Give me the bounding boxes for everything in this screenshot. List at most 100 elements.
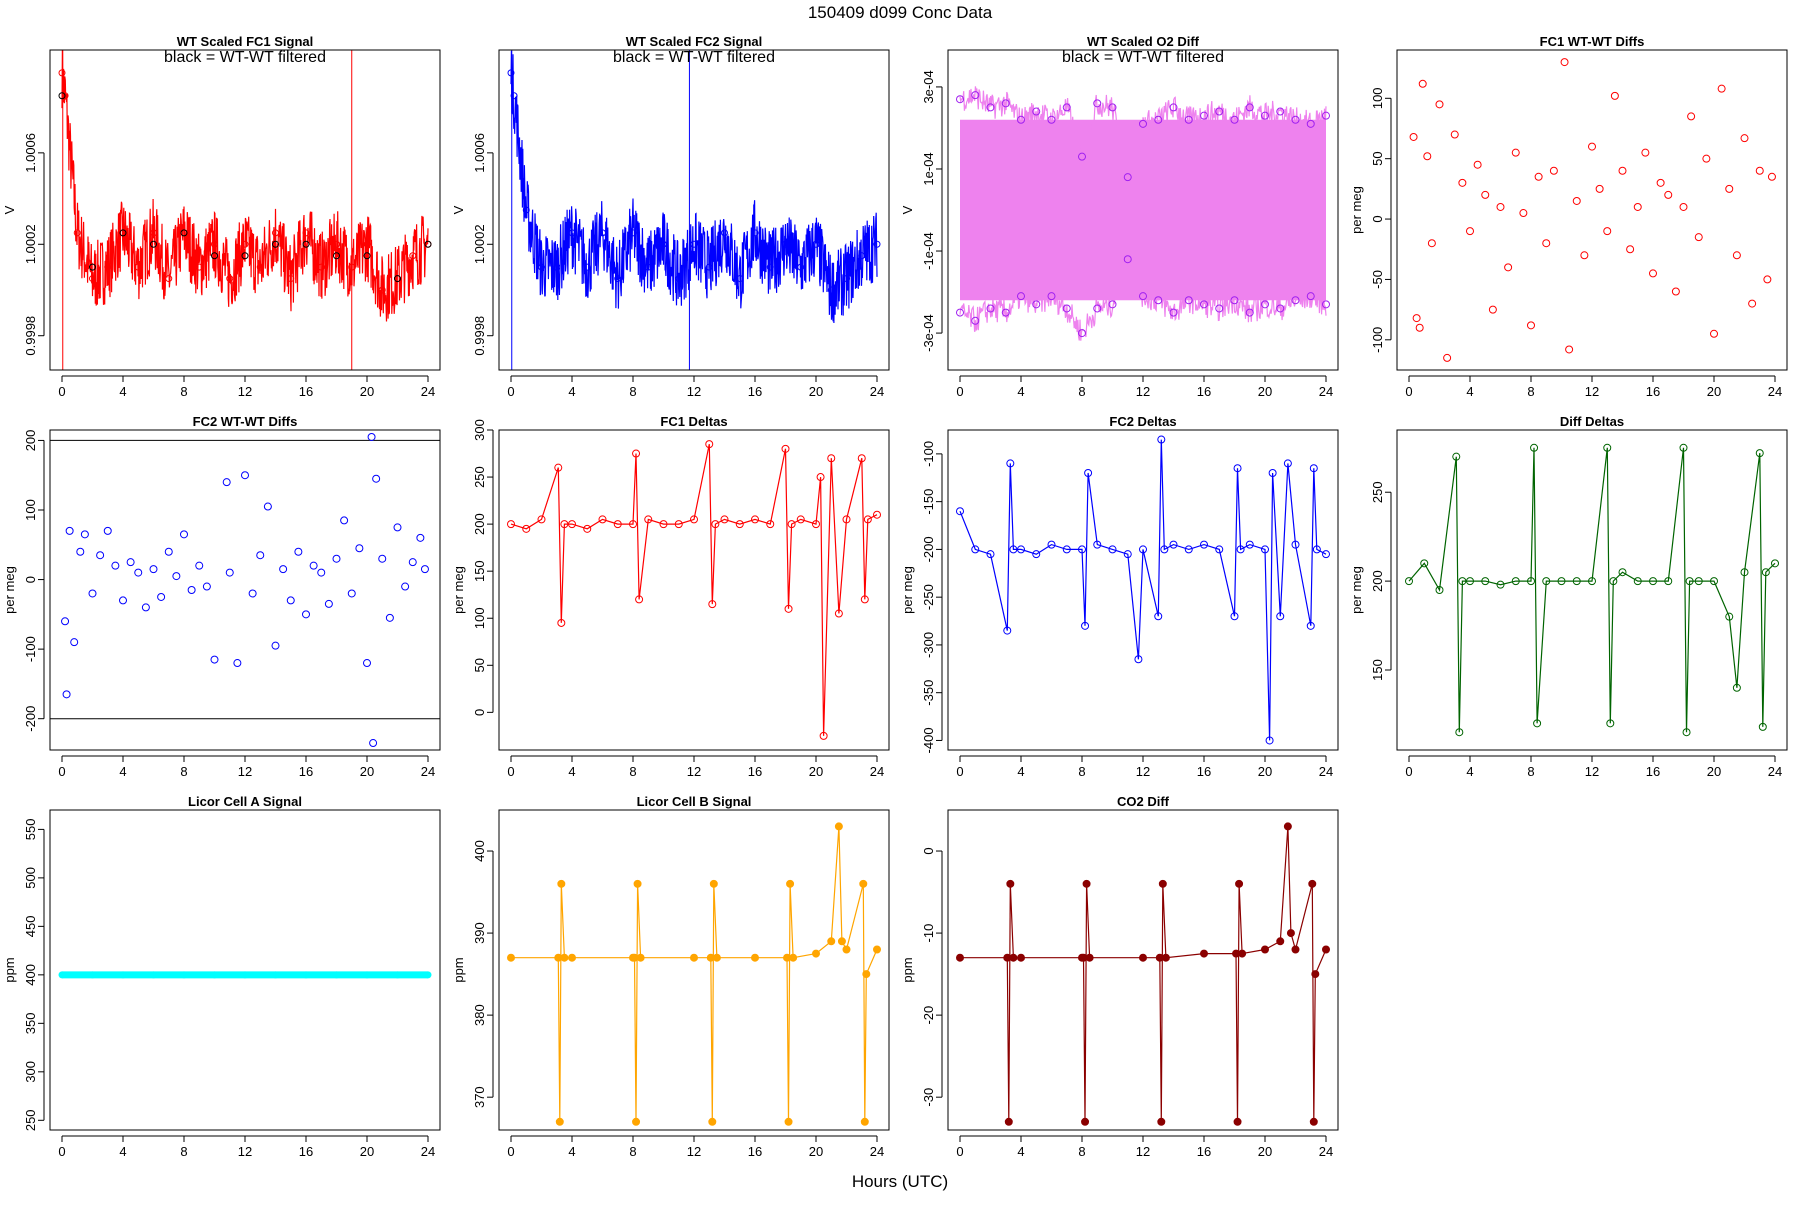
data-point [1626, 245, 1635, 254]
data-point [522, 524, 531, 533]
data-point [1572, 577, 1581, 586]
data-point [1017, 953, 1025, 962]
data-point [1062, 304, 1071, 313]
data-point [372, 474, 381, 483]
data-point [1108, 103, 1117, 112]
data-point [1123, 173, 1132, 182]
plot-area-p4 [1409, 58, 1776, 362]
data-point [1184, 115, 1193, 124]
y-tick-label: 1.0006 [472, 133, 487, 173]
data-point [1017, 115, 1025, 124]
signal-trace [61, 50, 429, 322]
data-point [1435, 100, 1444, 109]
panel-title: WT Scaled FC1 Signal [177, 34, 314, 49]
data-point [302, 610, 310, 619]
data-point [1606, 719, 1615, 728]
plot-area-p1 [58, 50, 432, 370]
y-axis-label: V [2, 205, 17, 214]
data-point [1758, 722, 1767, 731]
data-point [401, 582, 410, 591]
y-tick-label: 400 [23, 964, 38, 986]
data-point [363, 240, 371, 248]
data-point [1679, 443, 1688, 452]
data-point [1455, 728, 1464, 737]
data-point [1001, 308, 1010, 317]
data-point [1169, 308, 1178, 317]
plot-frame [498, 429, 890, 751]
data-point [583, 524, 592, 533]
data-point [248, 589, 257, 598]
data-point [1161, 953, 1170, 962]
data-point [1006, 459, 1015, 468]
data-point [1134, 655, 1143, 664]
data-point [363, 659, 371, 668]
plot-area-p6 [507, 440, 881, 740]
data-point [1003, 626, 1012, 635]
data-point [971, 91, 980, 100]
data-point [1276, 107, 1285, 116]
data-point [1641, 148, 1650, 157]
data-point [1595, 184, 1604, 193]
data-point [104, 263, 112, 271]
y-tick-label: 250 [1370, 481, 1385, 503]
x-tick-label: 4 [1466, 764, 1473, 779]
y-tick-label: -350 [921, 680, 936, 706]
data-point [1245, 103, 1254, 112]
data-point [1633, 577, 1642, 586]
data-point [1078, 329, 1086, 338]
x-tick-label: 0 [1405, 764, 1412, 779]
data-point [1200, 949, 1208, 958]
y-axis-label: per meg [900, 566, 915, 614]
data-point [782, 240, 789, 248]
data-point [1418, 79, 1427, 88]
panel-p7: FC2 Deltas per meg 0 4 8 12 16 20 24 -400 -350 -300… [900, 414, 1339, 779]
data-point [1534, 172, 1543, 181]
data-point [1458, 178, 1467, 187]
data-point [73, 229, 81, 237]
x-tick-label: 12 [687, 764, 701, 779]
y-axis-label: per meg [1349, 186, 1364, 234]
data-point [309, 561, 318, 570]
x-tick-label: 24 [421, 764, 435, 779]
data-point [834, 609, 843, 618]
plot-area-p7 [956, 435, 1330, 745]
filtered-point [180, 229, 188, 237]
data-point [568, 229, 576, 237]
data-point [89, 275, 96, 283]
x-tick-label: 4 [1466, 384, 1473, 399]
data-point [65, 526, 74, 535]
data-point [510, 92, 518, 100]
data-point [1283, 459, 1292, 468]
y-tick-label: -400 [921, 727, 936, 753]
data-point [1062, 545, 1071, 554]
y-tick-label: -300 [921, 632, 936, 658]
figure-xlabel: Hours (UTC) [852, 1172, 948, 1191]
data-point [1694, 233, 1703, 242]
data-point [333, 240, 340, 248]
x-tick-label: 12 [238, 764, 252, 779]
data-point [62, 690, 71, 699]
data-point [1291, 115, 1300, 124]
panel-title: FC2 Deltas [1109, 414, 1176, 429]
data-point [241, 971, 249, 979]
data-point [1560, 58, 1569, 67]
data-point [1322, 111, 1330, 120]
data-point [1158, 879, 1167, 888]
data-point [560, 520, 569, 529]
y-tick-label: 370 [472, 1086, 487, 1108]
filtered-point [302, 240, 310, 248]
series-line [510, 443, 878, 736]
data-point [827, 286, 835, 294]
data-point [348, 263, 356, 271]
x-tick-label: 4 [568, 764, 575, 779]
plot-frame [49, 429, 441, 751]
data-point [272, 229, 279, 237]
data-point [1549, 166, 1558, 175]
x-tick-label: 4 [568, 384, 575, 399]
data-point [873, 240, 881, 248]
x-tick-label: 8 [629, 764, 636, 779]
data-point [1235, 879, 1244, 888]
data-point [1286, 929, 1295, 938]
data-point [1452, 452, 1461, 461]
data-point [674, 520, 683, 529]
